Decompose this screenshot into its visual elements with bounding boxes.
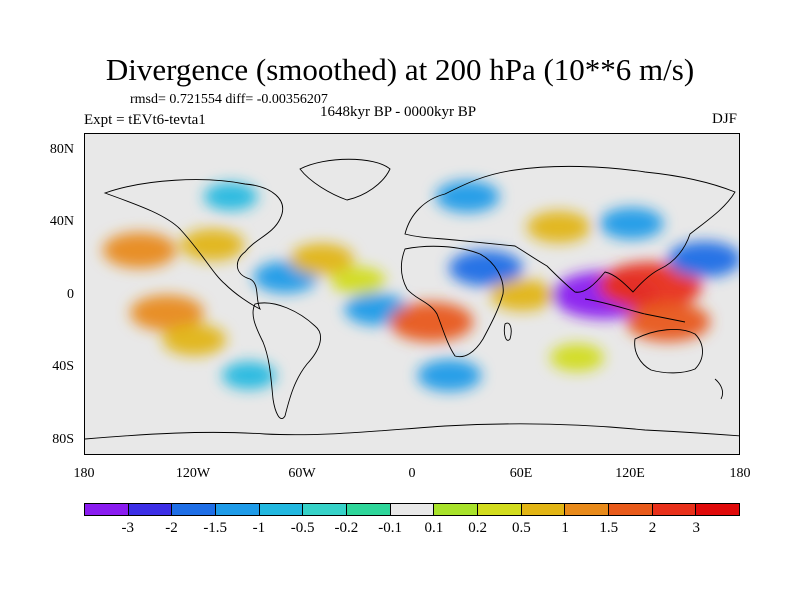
x-tick-60e: 60E <box>509 466 533 481</box>
field-blob-9 <box>448 250 523 287</box>
colorbar-swatch-8 <box>434 504 479 515</box>
colorbar-swatch-14 <box>696 504 740 515</box>
y-tick-40s: 40S <box>52 359 74 374</box>
y-tick-80s: 80S <box>52 432 74 447</box>
colorbar-swatch-3 <box>216 504 260 515</box>
colorbar-swatch-10 <box>521 504 566 515</box>
colorbar-label: 0.5 <box>511 520 531 536</box>
colorbar-label: -0.1 <box>378 520 402 536</box>
colorbar-label: 1.5 <box>599 520 619 536</box>
coast-greenland <box>299 158 391 201</box>
field-blob-14 <box>667 241 739 278</box>
coast-eurasia <box>404 165 736 293</box>
coastlines <box>85 158 739 440</box>
map-svg <box>85 134 739 454</box>
x-tick-120w: 120W <box>175 466 211 481</box>
coast-new-zealand <box>714 378 724 400</box>
field-blob-3 <box>162 323 227 356</box>
colorbar-label: -0.5 <box>290 520 315 536</box>
colorbar-swatch-2 <box>172 504 217 515</box>
colorbar-swatch-12 <box>609 504 653 515</box>
divergence-map <box>84 133 740 455</box>
field-blob-0 <box>102 232 177 269</box>
field-blob-8 <box>389 301 474 342</box>
field-blob-16 <box>203 182 258 211</box>
coast-antarctica <box>85 423 739 440</box>
rmsd-diff-stats: rmsd= 0.721554 diff= -0.00356207 <box>130 92 328 107</box>
experiment-label: Expt = tEVt6-tevta1 <box>84 112 206 128</box>
coast-indonesia <box>584 298 686 323</box>
colorbar-label: -0.2 <box>334 520 359 536</box>
colorbar <box>84 503 740 516</box>
field-blob-10 <box>490 279 555 311</box>
x-tick-180w: 180 <box>73 466 95 481</box>
colorbar-label: 1 <box>561 520 569 536</box>
colorbar-swatch-7 <box>390 504 435 515</box>
coast-north-america <box>103 179 283 311</box>
chart-title: Divergence (smoothed) at 200 hPa (10**6 … <box>105 52 695 87</box>
x-tick-0: 0 <box>408 466 416 481</box>
y-tick-0: 0 <box>67 287 74 302</box>
colorbar-label: -1.5 <box>203 520 228 536</box>
period-label: 1648kyr BP - 0000kyr BP <box>320 104 477 120</box>
field-blob-13 <box>626 301 711 342</box>
season-label: DJF <box>712 111 738 127</box>
colorbar-label: 0.2 <box>468 520 487 536</box>
colorbar-swatch-13 <box>652 504 697 515</box>
field-blobs <box>102 180 739 392</box>
coast-south-america <box>252 302 322 419</box>
colorbar-label: -3 <box>121 520 134 536</box>
colorbar-swatch-6 <box>347 504 391 515</box>
x-tick-60w: 60W <box>288 466 316 481</box>
x-tick-180e: 180 <box>729 466 751 481</box>
field-blob-2 <box>130 294 204 331</box>
colorbar-label: -2 <box>165 520 178 536</box>
colorbar-label: 2 <box>648 520 657 536</box>
colorbar-label: 0.1 <box>424 520 444 536</box>
colorbar-swatch-5 <box>303 504 348 515</box>
y-tick-80n: 80N <box>49 142 74 157</box>
field-blob-15 <box>435 180 500 213</box>
colorbar-swatch-9 <box>478 504 522 515</box>
field-blob-1 <box>180 228 245 261</box>
field-blob-19 <box>550 343 604 372</box>
colorbar-swatch-0 <box>85 504 129 515</box>
field-blob-12 <box>597 262 702 311</box>
coast-australia <box>634 329 703 374</box>
field-blob-5 <box>289 243 354 276</box>
coast-madagascar <box>503 322 512 341</box>
field-blob-20 <box>222 361 276 390</box>
field-blob-6 <box>331 266 386 295</box>
y-tick-40n: 40N <box>49 214 74 229</box>
colorbar-swatch-4 <box>259 504 304 515</box>
colorbar-swatch-1 <box>128 504 173 515</box>
field-blob-21 <box>417 359 482 392</box>
colorbar-swatch-11 <box>565 504 610 515</box>
field-blob-18 <box>526 211 591 244</box>
colorbar-label: 3 <box>692 520 701 536</box>
field-blob-17 <box>599 207 664 240</box>
colorbar-label: -1 <box>252 520 266 536</box>
x-tick-120e: 120E <box>615 466 645 481</box>
coast-africa <box>401 245 504 358</box>
